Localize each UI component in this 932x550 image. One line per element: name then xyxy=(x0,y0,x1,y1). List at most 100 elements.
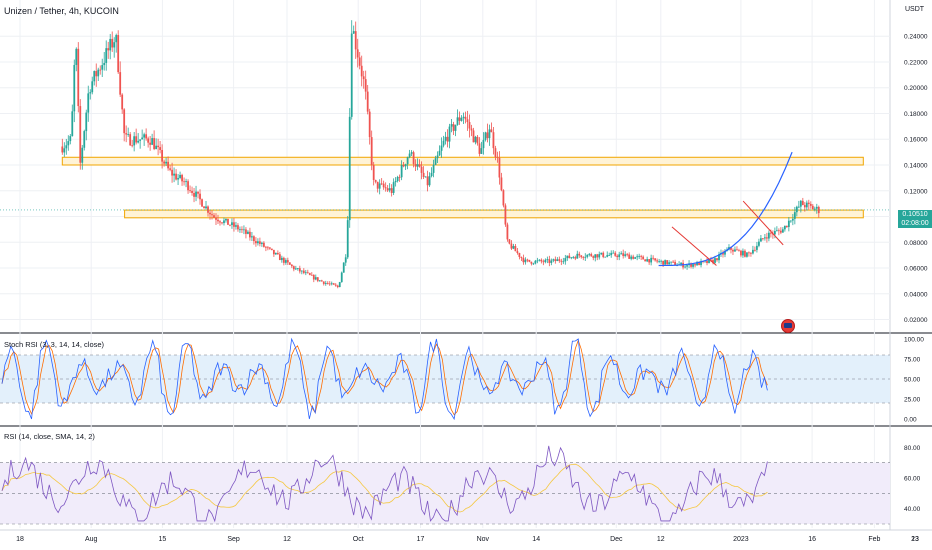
candle-body xyxy=(777,230,780,232)
candle-body xyxy=(422,172,425,177)
candle-body xyxy=(450,124,453,127)
candle-body xyxy=(684,266,686,268)
candle-body xyxy=(388,188,391,191)
us-flag-icon[interactable] xyxy=(781,319,795,333)
candle-body xyxy=(526,259,529,261)
candle-body xyxy=(155,145,158,150)
candle-body xyxy=(724,250,726,255)
candle-body xyxy=(758,241,760,246)
candle-body xyxy=(570,257,573,259)
price-tick-label: 0.24000 xyxy=(904,34,928,41)
candle-body xyxy=(344,257,347,263)
candle-body xyxy=(374,179,377,182)
candle-body xyxy=(620,253,623,255)
candle-body xyxy=(690,263,692,267)
candle-body xyxy=(350,33,353,117)
candle-body xyxy=(514,246,517,252)
candle-body xyxy=(243,229,245,231)
candle-body xyxy=(775,230,778,232)
candle-body xyxy=(241,229,243,231)
candle-body xyxy=(769,232,772,234)
candle-body xyxy=(378,183,381,189)
candle-body xyxy=(582,257,585,258)
candle-body xyxy=(602,252,605,257)
candle-body xyxy=(420,166,423,173)
candle-body xyxy=(129,134,132,146)
candle-body xyxy=(434,158,437,165)
candle-body xyxy=(386,188,389,191)
candle-body xyxy=(394,181,397,183)
current-price-badge: 0.10510 xyxy=(898,210,932,219)
candle-body xyxy=(181,174,183,182)
candle-body xyxy=(698,262,700,266)
candle-body xyxy=(296,268,299,270)
candle-body xyxy=(658,261,661,263)
candle-body xyxy=(736,249,738,251)
candle-body xyxy=(544,259,547,263)
candle-body xyxy=(261,242,263,244)
candle-body xyxy=(259,241,261,244)
candle-body xyxy=(326,282,329,284)
candle-body xyxy=(272,249,275,255)
currency-label: USDT xyxy=(905,6,925,13)
candle-body xyxy=(624,254,627,257)
candle-body xyxy=(742,250,744,256)
candle-body xyxy=(714,258,716,263)
candle-body xyxy=(93,71,96,82)
stoch-tick-label: 50.00 xyxy=(904,377,921,384)
candle-body xyxy=(612,252,615,254)
candle-body xyxy=(680,262,682,265)
candle-body xyxy=(61,146,64,153)
candle-body xyxy=(81,147,84,163)
candle-body xyxy=(656,260,659,262)
candle-body xyxy=(540,259,543,262)
candle-body xyxy=(712,259,714,263)
candle-body xyxy=(750,252,752,254)
candle-body xyxy=(288,262,291,265)
candle-body xyxy=(626,254,629,256)
candle-body xyxy=(147,138,150,143)
candle-body xyxy=(199,193,201,200)
candle-body xyxy=(586,254,589,257)
candle-body xyxy=(538,259,541,261)
candle-body xyxy=(219,221,221,223)
candle-body xyxy=(785,225,788,228)
candle-body xyxy=(406,157,409,165)
candle-body xyxy=(123,109,126,134)
time-tick-label: 13 xyxy=(911,536,919,543)
stoch-rsi-label: Stoch RSI (3, 3, 14, 14, close) xyxy=(4,340,105,349)
candle-body xyxy=(193,192,195,197)
candle-body xyxy=(604,256,607,258)
candle-body xyxy=(482,139,485,149)
candle-body xyxy=(330,283,333,285)
candle-body xyxy=(300,270,303,272)
candle-body xyxy=(470,128,473,131)
candle-body xyxy=(83,131,86,148)
candle-body xyxy=(440,145,443,151)
candle-body xyxy=(71,111,74,137)
candle-body xyxy=(752,249,754,254)
candle-body xyxy=(748,252,750,254)
candle-body xyxy=(159,147,162,150)
candle-body xyxy=(550,260,553,263)
candle-body xyxy=(442,140,445,146)
trendline-1 xyxy=(671,226,717,266)
candle-body xyxy=(606,255,609,257)
price-tick-label: 0.08000 xyxy=(904,240,928,247)
time-tick-label: Feb xyxy=(868,536,880,543)
countdown-badge: 02:08:00 xyxy=(898,219,932,228)
candle-body xyxy=(392,182,395,193)
candle-body xyxy=(600,252,603,255)
candle-body xyxy=(187,181,189,191)
candle-body xyxy=(666,260,669,265)
candle-body xyxy=(149,142,152,145)
candle-body xyxy=(268,247,271,249)
candle-body xyxy=(203,206,205,209)
candle-body xyxy=(756,245,758,250)
candle-body xyxy=(127,134,130,135)
candle-body xyxy=(342,262,345,273)
stoch-k-line xyxy=(1,337,768,421)
candle-body xyxy=(201,199,203,207)
candle-body xyxy=(797,206,800,208)
